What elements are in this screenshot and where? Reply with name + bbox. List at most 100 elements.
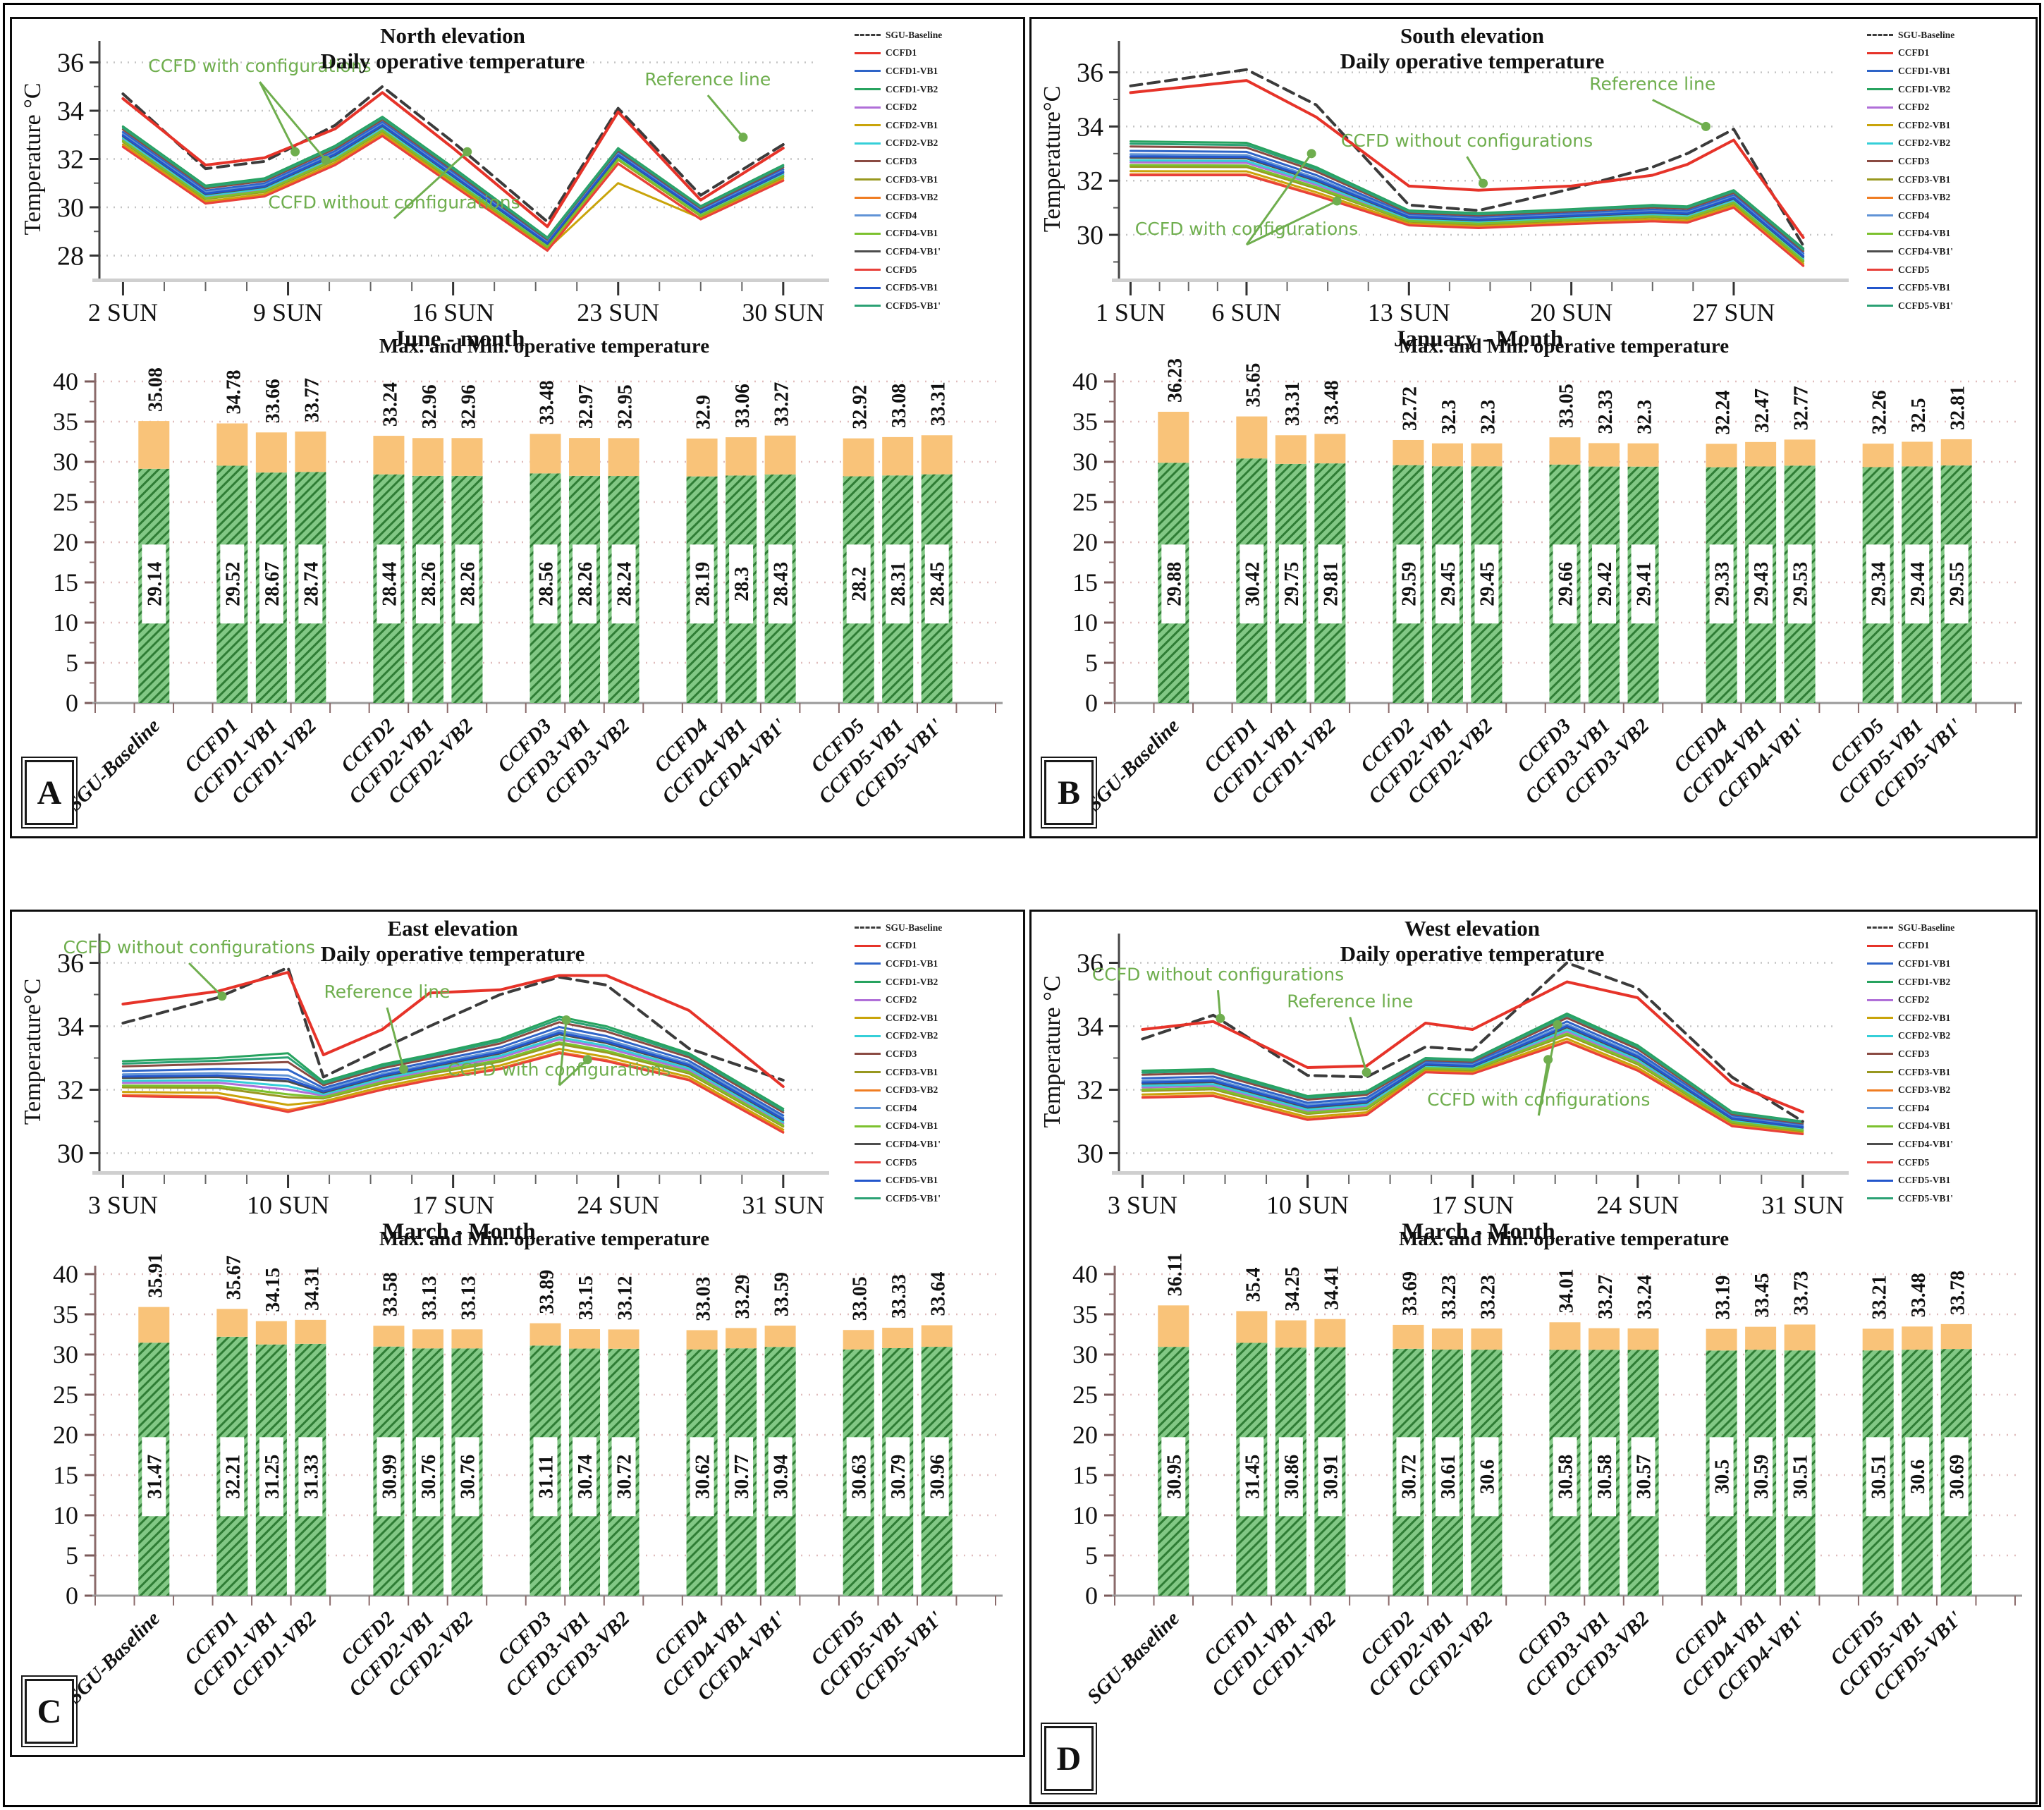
legend-label: CCFD4-VB1'	[1898, 245, 1953, 257]
legend-label: CCFD4	[1898, 1102, 1930, 1113]
legend-item-CCFD3-VB2: CCFD3-VB2	[1867, 188, 2032, 207]
legend-item-CCFD3-VB1: CCFD3-VB1	[1867, 1063, 2032, 1082]
bar-max-CCFD5-VB1	[1902, 441, 1933, 467]
y-tick-label: 10	[1072, 609, 1098, 637]
legend-label: CCFD3-VB2	[886, 1084, 938, 1096]
bar-max-value: 32.92	[850, 385, 871, 429]
bar-max-CCFD5	[1862, 1328, 1894, 1351]
x-tick-label: 30 SUN	[742, 298, 824, 326]
legend-label: CCFD2-VB2	[886, 1030, 938, 1041]
legend-label: SGU-Baseline	[886, 922, 943, 933]
bar-max-value: 32.47	[1751, 389, 1773, 433]
bar-max-CCFD3-VB2	[1627, 1328, 1659, 1350]
legend-item-CCFD5: CCFD5	[1867, 261, 2032, 279]
legend-line-sample	[855, 88, 881, 91]
bar-max-value: 32.3	[1438, 400, 1460, 434]
legend-line-sample	[855, 124, 881, 127]
legend-item-CCFD1-VB1: CCFD1-VB1	[855, 955, 1020, 973]
bar-min-value: 30.76	[418, 1455, 440, 1499]
line-series-CCFD1-VB1	[121, 121, 785, 243]
bar-max-CCFD5-VB1	[1902, 1326, 1933, 1350]
legend-label: CCFD1-VB1	[1898, 958, 1951, 969]
legend-item-CCFD1-VB2: CCFD1-VB2	[1867, 973, 2032, 991]
bar-max-value: 32.96	[419, 384, 441, 429]
annotation-text: CCFD with configurations	[448, 1059, 671, 1080]
x-tick-label: 23 SUN	[577, 298, 659, 326]
legend-label: CCFD5-VB1	[1898, 1175, 1951, 1186]
legend-line-sample	[855, 269, 881, 271]
legend-label: CCFD3-VB1	[886, 1066, 938, 1077]
legend-label: CCFD3	[1898, 1048, 1930, 1059]
legend-item-CCFD3: CCFD3	[1867, 1045, 2032, 1063]
legend-label: CCFD2-VB2	[1898, 1030, 1951, 1041]
annotation-text: CCFD without configurations	[268, 192, 520, 213]
bar-min-value: 29.41	[1634, 562, 1656, 606]
bar-max-value: 33.69	[1399, 1271, 1421, 1316]
line-series-CCFD5-VB1'	[121, 117, 785, 240]
bar-max-value: 33.48	[1321, 380, 1342, 424]
legend-item-CCFD2: CCFD2	[855, 991, 1020, 1009]
legend-item-CCFD4-VB1': CCFD4-VB1'	[1867, 243, 2032, 261]
bar-min-value: 31.47	[144, 1455, 166, 1499]
legend-line-sample	[855, 927, 881, 929]
y-tick-label: 34	[57, 97, 84, 126]
bar-min-value: 30.96	[927, 1455, 949, 1499]
legend-label: CCFD4	[886, 1102, 917, 1113]
bar-min-value: 29.88	[1163, 562, 1185, 606]
legend-line-sample	[855, 305, 881, 307]
bar-category-label: SGU-Baseline	[1083, 714, 1184, 815]
bar-max-CCFD2-VB2	[451, 1329, 483, 1349]
legend-label: SGU-Baseline	[886, 29, 943, 40]
bar-max-CCFD4-VB1	[726, 437, 757, 476]
line-series-CCFD2-VB1	[1141, 1037, 1804, 1134]
legend-label: CCFD1	[1898, 940, 1930, 951]
bar-max-CCFD4-VB1	[1745, 1326, 1777, 1350]
legend-line-sample	[855, 70, 881, 73]
line-series-CCFD4-VB1	[1141, 1032, 1804, 1132]
legend-label: CCFD4	[1898, 209, 1930, 221]
bar-max-value: 32.3	[1634, 400, 1656, 434]
x-axis-label: January - Month	[1394, 326, 1563, 349]
bar-max-value: 33.27	[771, 382, 793, 427]
bar-max-CCFD1-VB2	[295, 432, 326, 472]
line-series-CCFD3	[121, 1021, 785, 1114]
bar-min-value: 31.11	[536, 1455, 558, 1498]
legend-label: CCFD5	[1898, 1156, 1930, 1168]
legend-label: CCFD3-VB1	[1898, 173, 1951, 185]
bar-min-value: 30.72	[1398, 1455, 1420, 1499]
bar-max-CCFD1-VB1	[255, 432, 287, 473]
x-tick-label: 31 SUN	[742, 1191, 824, 1219]
bar-chart: 0 5 10 15 20 25 30 35 40 36.23 29.88 SGU-Baseline 35…	[1072, 358, 2022, 816]
bar-max-CCFD1	[216, 1309, 248, 1337]
annotations: CCFD with configurations Reference line CC…	[148, 56, 771, 219]
legend-line-sample	[855, 106, 881, 109]
line-series-CCFD4	[1141, 1023, 1804, 1127]
bar-min-value: 28.3	[731, 567, 753, 601]
legend-label: CCFD3	[1898, 155, 1930, 166]
legend-item-CCFD2-VB1: CCFD2-VB1	[1867, 116, 2032, 135]
bar-max-value: 32.72	[1399, 386, 1421, 431]
bar-min-value: 30.76	[457, 1455, 479, 1499]
legend-item-CCFD3-VB2: CCFD3-VB2	[1867, 1081, 2032, 1099]
legend-label: CCFD1-VB2	[886, 976, 938, 987]
y-tick-label: 0	[66, 1582, 78, 1610]
line-series-CCFD4-VB1	[121, 129, 785, 248]
bar-min-value: 31.25	[262, 1455, 283, 1499]
legend-line-sample	[1867, 88, 1893, 91]
legend-line-sample	[855, 214, 881, 217]
y-tick-label: 15	[1072, 568, 1098, 597]
bar-max-value: 33.23	[1438, 1275, 1460, 1319]
y-tick-label: 25	[1072, 488, 1098, 516]
legend-line-sample	[1867, 232, 1893, 235]
legend-label: CCFD3-VB2	[1898, 1084, 1951, 1096]
y-tick-label: 40	[1072, 1260, 1098, 1288]
bar-max-value: 33.66	[262, 379, 284, 423]
bar-max-value: 34.25	[1282, 1267, 1304, 1311]
y-tick-label: 35	[1072, 408, 1098, 436]
legend-label: SGU-Baseline	[1898, 29, 1955, 40]
x-axis-label: March - Month	[1402, 1219, 1555, 1242]
legend-item-CCFD4: CCFD4	[1867, 1099, 2032, 1118]
legend-line-sample	[1867, 981, 1893, 984]
bar-min-value: 29.33	[1712, 562, 1734, 606]
y-tick-label: 34	[57, 1013, 84, 1042]
